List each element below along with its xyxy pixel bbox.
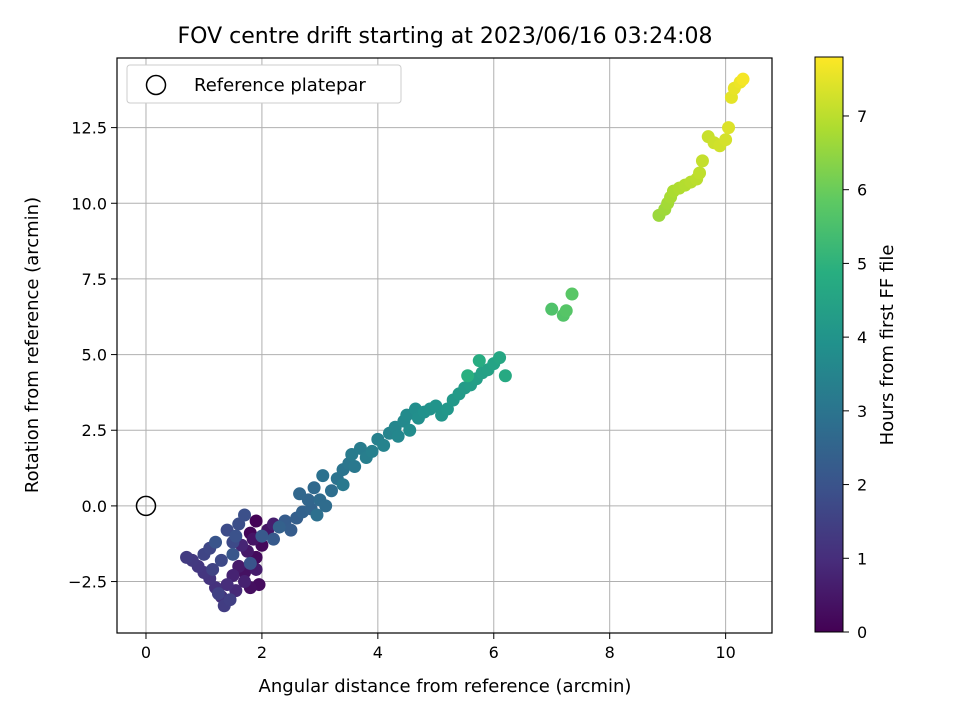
data-point xyxy=(736,72,750,86)
data-point xyxy=(493,351,507,365)
colorbar-tick-label: 0 xyxy=(857,623,867,642)
data-point xyxy=(238,508,252,522)
data-point xyxy=(498,369,512,383)
y-axis-ticks: −2.5 0.0 2.5 5.0 7.5 10.0 12.5 xyxy=(68,119,117,592)
data-point xyxy=(293,487,307,501)
data-point xyxy=(310,508,324,522)
data-point xyxy=(267,532,281,546)
data-points xyxy=(135,72,750,613)
data-point xyxy=(229,529,243,543)
y-tick-label: 10.0 xyxy=(71,194,107,213)
colorbar-tick-label: 5 xyxy=(857,254,867,273)
colorbar-tick-label: 4 xyxy=(857,328,867,347)
data-point xyxy=(214,553,228,567)
colorbar-tick-label: 1 xyxy=(857,549,867,568)
x-tick-label: 10 xyxy=(715,643,735,662)
data-point xyxy=(180,550,194,564)
data-point xyxy=(545,302,559,316)
data-point xyxy=(255,529,269,543)
x-axis-ticks: 0 2 4 6 8 10 xyxy=(141,633,736,662)
data-point xyxy=(243,556,257,570)
data-point xyxy=(365,444,379,458)
data-point xyxy=(695,154,709,168)
y-tick-label: 12.5 xyxy=(71,119,107,138)
data-point xyxy=(223,593,237,607)
data-point xyxy=(377,438,391,452)
y-tick-label: 2.5 xyxy=(82,421,107,440)
x-tick-label: 0 xyxy=(141,643,151,662)
grid-lines xyxy=(117,58,772,633)
y-tick-label: 5.0 xyxy=(82,346,107,365)
y-tick-label: 7.5 xyxy=(82,270,107,289)
x-tick-label: 6 xyxy=(489,643,499,662)
data-point xyxy=(226,547,240,561)
y-tick-label: −2.5 xyxy=(68,573,107,592)
data-point xyxy=(719,133,733,147)
data-point xyxy=(211,587,225,601)
data-point xyxy=(391,429,405,443)
data-point xyxy=(348,460,362,474)
data-point xyxy=(559,304,573,318)
data-point xyxy=(272,520,286,534)
x-tick-label: 4 xyxy=(373,643,383,662)
data-point xyxy=(307,481,321,495)
legend-box xyxy=(126,64,402,104)
legend-marker-circle-icon xyxy=(145,74,167,96)
data-point xyxy=(336,478,350,492)
data-point xyxy=(238,575,252,589)
data-point xyxy=(472,354,486,368)
colorbar-tick-label: 2 xyxy=(857,476,867,495)
legend-label: Reference platepar xyxy=(194,75,366,96)
data-point xyxy=(220,578,234,592)
colorbar-tick-label: 7 xyxy=(857,107,867,126)
data-point xyxy=(209,535,223,549)
y-axis-label: Rotation from reference (arcmin) xyxy=(22,197,43,493)
data-point xyxy=(206,562,220,576)
reference-point-circle xyxy=(135,495,157,517)
data-point xyxy=(319,499,333,513)
colorbar-gradient xyxy=(814,56,844,633)
x-tick-label: 2 xyxy=(257,643,267,662)
data-point xyxy=(565,287,579,301)
data-point xyxy=(324,484,338,498)
colorbar-label: Hours from first FF file xyxy=(877,245,898,446)
data-point xyxy=(722,121,736,135)
y-tick-label: 0.0 xyxy=(82,497,107,516)
chart-title: FOV centre drift starting at 2023/06/16 … xyxy=(178,24,713,49)
colorbar-tick-label: 6 xyxy=(857,181,867,200)
colorbar-tick-label: 3 xyxy=(857,402,867,421)
x-tick-label: 8 xyxy=(605,643,615,662)
data-point xyxy=(249,514,263,528)
colorbar: 0 1 2 3 4 5 6 7 Hours from first FF file xyxy=(814,56,898,642)
data-point xyxy=(693,166,707,180)
data-point xyxy=(316,469,330,483)
colorbar-ticks: 0 1 2 3 4 5 6 7 xyxy=(843,107,867,642)
data-point xyxy=(284,523,298,537)
data-point xyxy=(403,423,417,437)
x-axis-label: Angular distance from reference (arcmin) xyxy=(259,676,632,697)
legend: Reference platepar xyxy=(126,64,402,104)
plot-frame xyxy=(116,57,773,634)
plot-area: 0 2 4 6 8 10 −2.5 0.0 2.5 5.0 7.5 10.0 12.5 xyxy=(68,57,773,662)
data-point xyxy=(461,369,475,383)
